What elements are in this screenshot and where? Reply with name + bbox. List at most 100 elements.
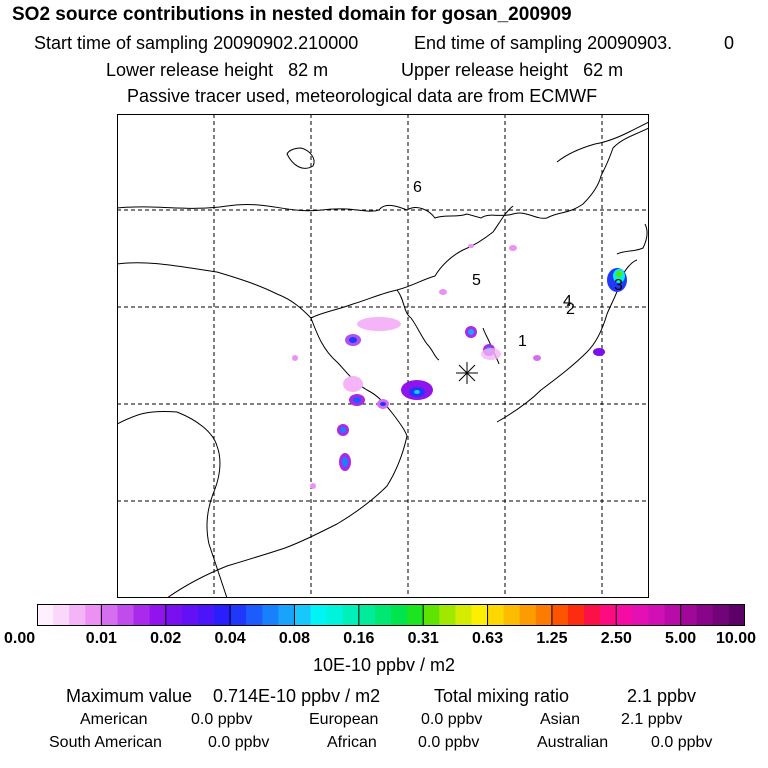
colorbar-swatch — [648, 604, 666, 626]
plume-spot — [349, 337, 357, 343]
colorbar — [37, 604, 745, 626]
colorbar-swatch — [278, 604, 295, 626]
colorbar-swatch — [407, 604, 424, 626]
coast-south-china — [166, 435, 408, 598]
plume-spot — [468, 329, 474, 335]
colorbar-swatch — [535, 604, 553, 626]
plume-spot — [593, 348, 605, 356]
map-label-4: 4 — [563, 293, 572, 310]
colorbar-swatch — [503, 604, 521, 626]
colorbar-swatch — [197, 604, 215, 626]
colorbar-tick-label: 0.63 — [471, 630, 504, 647]
colorbar-swatch — [728, 604, 745, 626]
region-american-name: American — [80, 711, 148, 728]
plume-spot — [292, 355, 298, 361]
colorbar-tick-label: 5.00 — [665, 630, 697, 647]
colorbar-swatch — [181, 604, 199, 626]
plume-spot — [468, 244, 474, 248]
gosan-site-asterisk — [456, 362, 478, 384]
colorbar-swatch — [455, 604, 472, 626]
colorbar-swatch — [230, 604, 247, 626]
so2-plume-layer — [292, 244, 627, 489]
region-asian-name: Asian — [540, 711, 581, 728]
colorbar-swatch — [246, 604, 263, 626]
colorbar-swatch — [600, 604, 617, 626]
region-australian-name: Australian — [537, 734, 609, 751]
plume-spot — [414, 390, 420, 394]
colorbar-tick-label: 0.02 — [150, 630, 182, 647]
region-african-value: 0.0 ppbv — [418, 734, 480, 751]
colorbar-swatch — [551, 604, 569, 626]
maximum-value-label: Maximum value — [66, 686, 193, 706]
region-european-value: 0.0 ppbv — [421, 711, 483, 728]
map-panel: 1 2 3 4 5 6 — [117, 114, 649, 598]
colorbar-swatch — [294, 604, 312, 626]
border-indochina — [117, 411, 228, 598]
colorbar-unit: 10E-10 ppbv / m2 — [312, 655, 456, 675]
plume-spot — [342, 457, 348, 467]
colorbar-swatch — [568, 604, 585, 626]
region-asian-value: 2.1 ppbv — [621, 711, 683, 728]
colorbar-swatch — [326, 604, 344, 626]
colorbar-swatch — [37, 604, 54, 626]
colorbar-swatch — [262, 604, 279, 626]
colorbar-swatch — [584, 604, 601, 626]
map-label-6: 6 — [413, 179, 422, 196]
colorbar-tick-label: 0.08 — [278, 630, 311, 647]
colorbar-swatch — [680, 604, 698, 626]
colorbar-swatch — [519, 604, 537, 626]
map-label-3: 3 — [614, 277, 623, 294]
map-frame — [117, 114, 649, 598]
upper-release-height: Upper release height 62 m — [401, 60, 624, 80]
colorbar-swatch — [632, 604, 649, 626]
colorbar-swatch — [53, 604, 70, 626]
border-mongolia-russia — [117, 127, 649, 219]
maximum-value: 0.714E-10 ppbv / m2 — [213, 686, 381, 706]
plume-spot — [481, 348, 501, 360]
coast-yellow-sea — [310, 317, 408, 437]
colorbar-swatch — [149, 604, 167, 626]
lake-baikal — [286, 147, 315, 169]
colorbar-tick-label: 10.00 — [716, 630, 757, 647]
colorbar-swatch — [374, 604, 392, 626]
region-australian-value: 0.0 ppbv — [651, 734, 713, 751]
border-china-north — [117, 205, 514, 319]
colorbar-swatch — [101, 604, 118, 626]
colorbar-tick-label: 0.01 — [85, 630, 117, 647]
plume-spot — [509, 245, 517, 251]
colorbar-swatch — [85, 604, 102, 626]
plume-spot — [439, 289, 447, 295]
sampling-start: Start time of sampling 20090902.210000 — [34, 33, 359, 53]
colorbar-swatch — [342, 604, 360, 626]
map-label-5: 5 — [472, 272, 481, 289]
colorbar-swatch — [358, 604, 376, 626]
colorbar-swatch — [664, 604, 682, 626]
colorbar-swatch — [696, 604, 714, 626]
lower-release-height: Lower release height 82 m — [106, 60, 329, 80]
colorbar-swatch — [487, 604, 505, 626]
colorbar-swatch — [423, 604, 440, 626]
colorbar-swatch — [117, 604, 135, 626]
plume-spot — [357, 317, 401, 331]
map-label-2: 2 — [566, 301, 575, 318]
colorbar-swatch — [310, 604, 328, 626]
map-label-1: 1 — [518, 333, 527, 350]
coast-okhotsk — [556, 121, 649, 163]
sampling-end-suffix: 0 — [724, 33, 735, 53]
coast-hokkaido — [616, 223, 648, 255]
colorbar-tick-label: 2.50 — [600, 630, 632, 647]
colorbar-swatch — [133, 604, 151, 626]
colorbar-swatch — [616, 604, 633, 626]
plume-spot — [340, 427, 346, 433]
region-south-american-name: South American — [49, 734, 162, 751]
colorbar-swatch — [69, 604, 86, 626]
colorbar-frame — [37, 604, 745, 626]
colorbar-swatch — [471, 604, 489, 626]
colorbar-tick-label: 0.16 — [343, 630, 375, 647]
colorbar-tick-label: 1.25 — [536, 630, 568, 647]
sampling-end: End time of sampling 20090903. — [414, 33, 673, 53]
colorbar-swatch — [165, 604, 183, 626]
plume-spot — [343, 376, 363, 392]
chart-title: SO2 source contributions in nested domai… — [12, 4, 572, 25]
colorbar-swatch — [391, 604, 408, 626]
